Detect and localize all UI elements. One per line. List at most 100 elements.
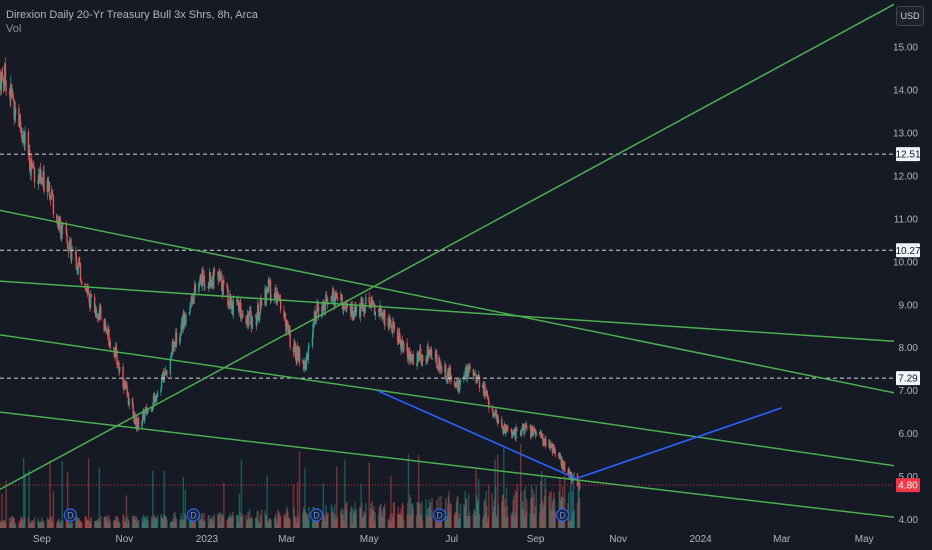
candle-body <box>192 303 195 304</box>
volume-bar <box>387 519 389 528</box>
volume-bar <box>515 513 517 528</box>
volume-bar <box>192 519 194 528</box>
candle-body <box>484 383 486 396</box>
volume-bar <box>228 517 230 528</box>
candle-body <box>501 427 504 428</box>
volume-bar <box>58 518 60 528</box>
candle-body <box>202 268 204 282</box>
volume-bar <box>96 522 99 528</box>
volume-bar <box>503 507 506 528</box>
candle-body <box>373 303 375 305</box>
volume-bar <box>123 515 125 528</box>
candle-body <box>122 366 124 387</box>
volume-bar <box>323 513 325 528</box>
candle-body <box>245 316 247 324</box>
volume-bar <box>3 521 5 528</box>
volume-bar <box>421 501 423 528</box>
volume-bar <box>2 520 4 528</box>
volume-bar <box>454 512 456 528</box>
dividend-marker-label: D <box>190 511 197 521</box>
volume-bar <box>293 507 295 528</box>
volume-bar <box>505 487 508 528</box>
volume-bar <box>493 499 496 528</box>
volume-bar <box>383 507 385 528</box>
volume-bar <box>484 513 487 528</box>
candle-body <box>305 357 308 371</box>
volume-bar <box>50 515 52 528</box>
volume-bar <box>249 518 251 528</box>
candle-body <box>155 398 157 402</box>
candle-body <box>545 438 547 447</box>
volume-bar <box>335 519 337 528</box>
chart-legend: Direxion Daily 20-Yr Treasury Bull 3x Sh… <box>6 8 258 36</box>
volume-bar <box>58 520 61 528</box>
volume-bar <box>258 522 261 528</box>
candle-body <box>118 366 121 372</box>
candle-body <box>166 373 168 375</box>
candle-body <box>371 296 373 304</box>
volume-bar <box>336 466 338 528</box>
trendline <box>0 209 895 394</box>
volume-bar <box>265 514 267 528</box>
candle-body <box>572 474 575 476</box>
volume-bar <box>415 515 418 528</box>
volume-bar <box>78 518 80 528</box>
volume-bar <box>492 506 495 528</box>
volume-bar <box>526 499 528 528</box>
volume-bar <box>487 516 489 528</box>
candle-body <box>49 195 51 199</box>
volume-bar <box>421 520 424 528</box>
candle-body <box>232 300 235 314</box>
volume-bar <box>352 508 354 528</box>
volume-bar <box>246 520 248 528</box>
volume-bar <box>246 519 249 528</box>
volume-bar <box>219 513 221 528</box>
candle-body <box>298 349 301 364</box>
volume-bar <box>90 516 92 528</box>
volume-bar <box>62 520 64 528</box>
volume-bar <box>133 516 136 528</box>
volume-bar <box>28 469 30 528</box>
volume-bar <box>296 516 298 528</box>
candle-body <box>20 129 23 138</box>
volume-bar <box>19 520 21 528</box>
candle-body <box>436 368 439 369</box>
volume-bar <box>407 503 409 528</box>
candle-body <box>294 344 297 359</box>
volume-bar <box>514 490 517 528</box>
volume-bar <box>520 491 523 528</box>
volume-bar <box>27 517 30 528</box>
volume-bar <box>388 520 391 528</box>
volume-bar <box>288 517 290 528</box>
candle-body <box>390 326 393 328</box>
candle-body <box>191 296 193 299</box>
volume-bar <box>342 509 345 528</box>
candle-body <box>400 340 403 350</box>
volume-bar <box>482 518 484 528</box>
volume-bar <box>426 515 428 528</box>
volume-bar <box>96 519 98 528</box>
volume-bar <box>400 515 403 528</box>
volume-bar <box>5 480 7 528</box>
volume-bar <box>87 519 89 528</box>
volume-bar <box>51 516 53 528</box>
candle-body <box>351 304 354 317</box>
currency-button[interactable]: USD <box>896 6 924 26</box>
volume-bar <box>378 507 381 528</box>
volume-bar <box>122 514 124 528</box>
volume-bar <box>257 510 260 528</box>
volume-bar <box>399 514 402 528</box>
volume-bar <box>33 517 36 528</box>
candle-body <box>554 449 556 455</box>
candle-body <box>50 192 53 200</box>
volume-bar <box>369 508 372 528</box>
volume-bar <box>210 518 213 528</box>
volume-bar <box>398 513 401 528</box>
volume-bar <box>10 517 12 528</box>
volume-bar <box>344 459 346 528</box>
volume-bar <box>570 519 573 528</box>
candle-body <box>297 348 299 361</box>
candle-body <box>501 418 503 428</box>
volume-bar <box>515 491 518 528</box>
